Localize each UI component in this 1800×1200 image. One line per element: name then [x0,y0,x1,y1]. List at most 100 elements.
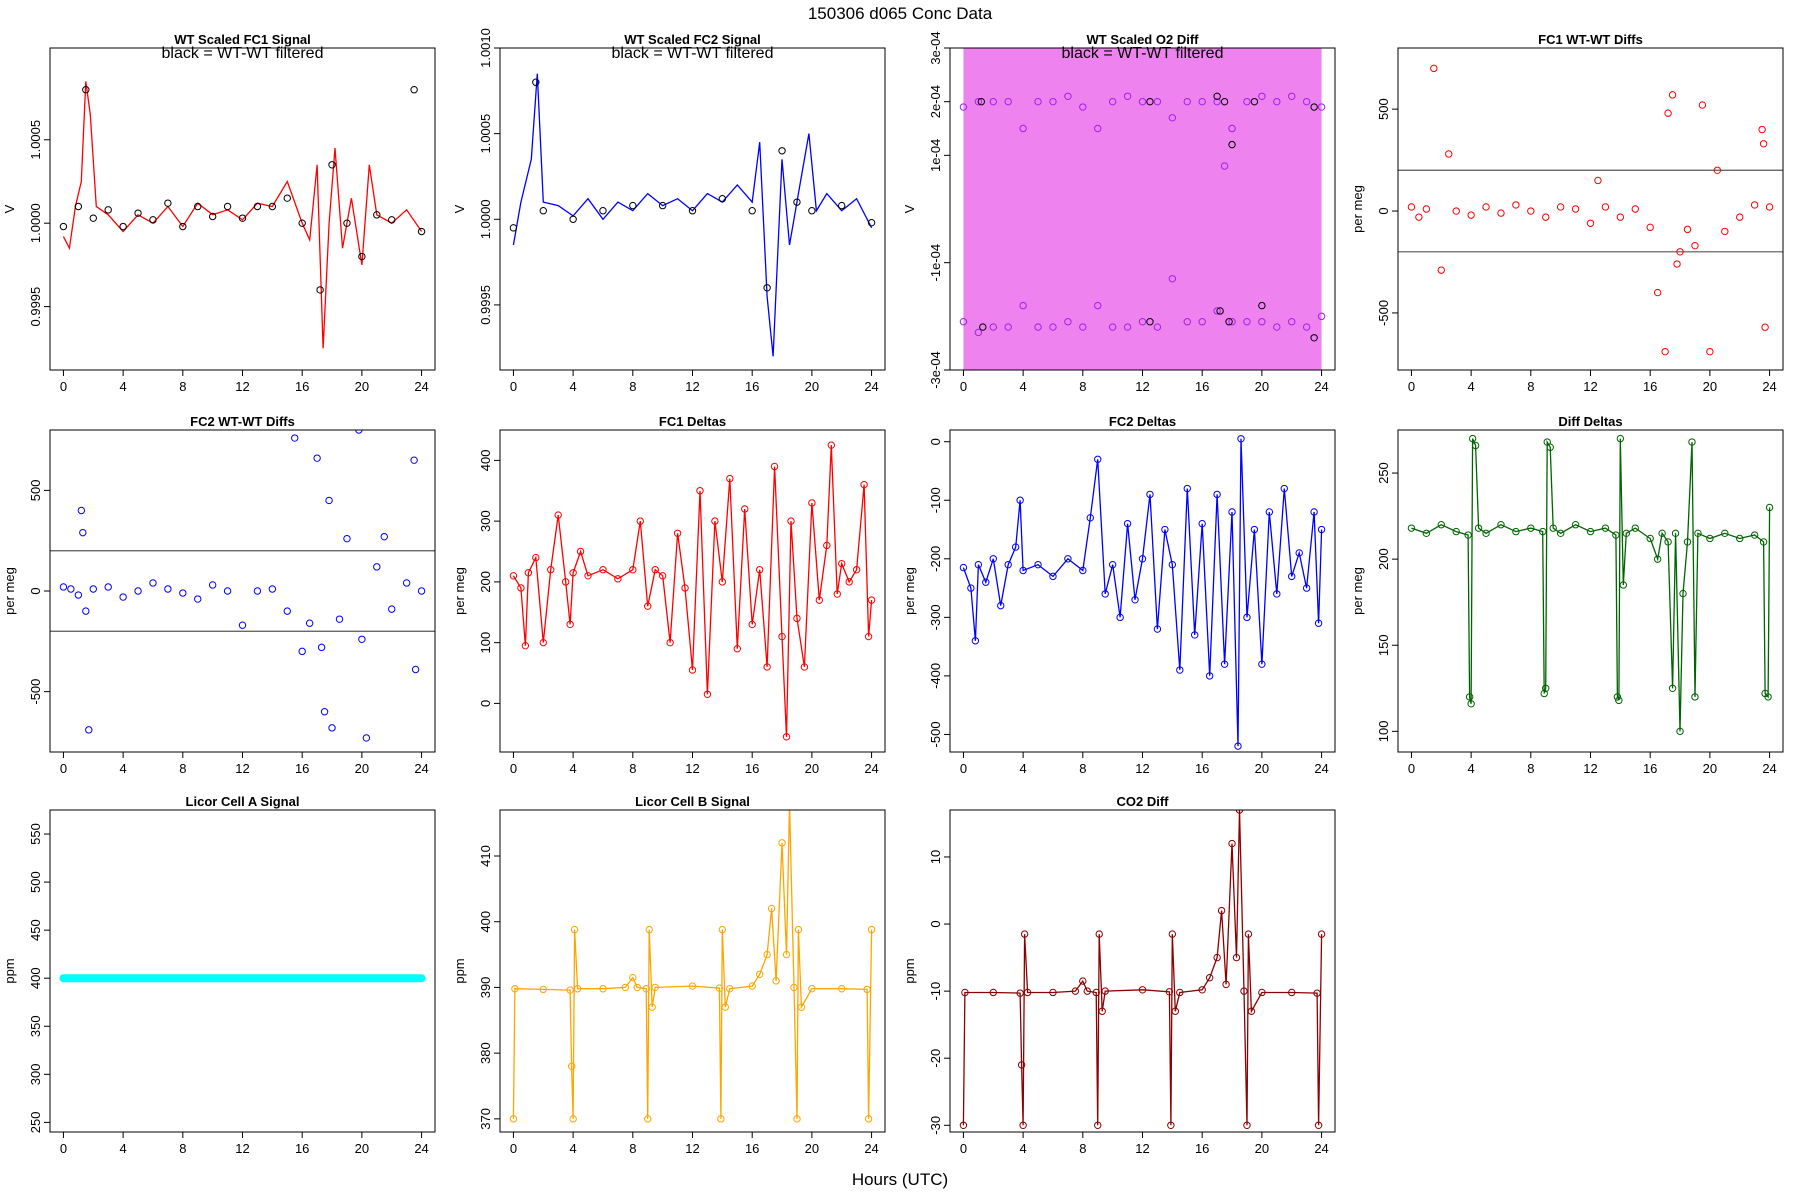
data-point [1138,318,1147,326]
data-point [1676,248,1684,256]
series-line [962,438,1323,747]
data-point [726,474,734,483]
x-tick-label: 4 [120,761,127,776]
panel-p4: 0 4 8 12 16 20 24 -500 0 500 FC1 WT-WT Diffs per me… [1350,32,1784,394]
x-tick-label: 12 [1135,379,1149,394]
x-tick-label: 24 [414,1141,428,1156]
data-point [1108,323,1117,331]
data-point [1273,590,1281,598]
data-point [1556,203,1565,211]
data-point [1016,989,1024,997]
data-point [867,596,876,604]
data-point [1302,323,1311,331]
y-tick-label: 100 [478,632,493,654]
panel-title: FC2 Deltas [1109,414,1176,429]
x-tick-label: 0 [960,761,967,776]
data-point [1313,989,1321,997]
data-point [696,487,704,495]
data-point [1094,455,1102,463]
x-tick-label: 20 [1703,379,1717,394]
data-point [974,97,983,106]
data-point [373,563,381,571]
x-tick-label: 0 [60,761,67,776]
data-point [1512,527,1520,536]
data-point [569,569,577,577]
data-point [373,211,381,219]
data-point [59,583,68,591]
x-tick-label: 8 [1527,761,1534,776]
data-point [863,985,871,994]
data-point [417,227,426,236]
data-point [1750,201,1759,209]
data-point [1220,97,1229,106]
plot-area [1407,434,1774,736]
data-point [576,547,585,556]
data-point [1317,930,1326,938]
panel-p2: 0 4 8 12 16 20 24 0.9995 1.0000 1.0005 1.0010 WT Sc… [452,28,886,394]
data-point [1437,521,1445,529]
x-tick-label: 12 [1583,379,1597,394]
panel-p5: 0 4 8 12 16 20 24 -500 0 500 FC2 WT-WT Diffs per me… [2,414,436,776]
y-tick-label: 400 [28,967,43,989]
data-point [1631,524,1639,532]
data-point [1213,953,1221,962]
data-point [1668,91,1677,99]
data-point [815,596,824,604]
plot-frame [49,47,436,371]
data-point [782,733,791,741]
data-point [1310,334,1318,342]
data-point [179,222,187,231]
data-point [642,985,650,993]
data-point [1613,693,1622,701]
x-tick-label: 12 [685,379,699,394]
data-point [1049,572,1057,581]
data-point [1019,1121,1027,1129]
data-point [343,219,351,227]
data-point [1244,930,1253,938]
y-axis-label: per meg [902,567,917,615]
data-point [1664,109,1672,117]
data-point [1706,347,1714,356]
data-point [633,983,641,992]
data-point [325,496,333,505]
data-point [1213,97,1221,106]
data-point [134,209,142,217]
data-point [1198,986,1206,994]
data-point [767,904,776,913]
data-point [1288,318,1296,326]
data-point [1168,560,1177,569]
data-point [1079,323,1087,331]
data-point [1615,696,1623,705]
data-point [1004,323,1012,331]
data-point [711,517,719,525]
data-point [521,641,530,650]
data-point [1146,490,1154,499]
y-tick-label: 10 [928,850,943,864]
data-point [959,563,968,572]
data-point [1764,693,1772,701]
data-point [688,207,697,215]
data-point [1222,980,1230,989]
y-tick-label: 550 [28,823,43,845]
y-tick-label: -30 [928,1116,943,1135]
data-point [1153,97,1162,106]
data-point [82,86,90,94]
series-line [512,73,873,357]
x-tick-label: 16 [295,1141,309,1156]
data-point [989,988,997,997]
y-tick-label: 3e-04 [928,31,943,64]
data-point [864,632,873,641]
data-point [658,201,667,210]
data-point [1049,323,1057,331]
x-tick-label: 16 [745,379,759,394]
data-point [74,591,83,599]
plot-frame [1397,47,1784,371]
y-tick-label: 1.0000 [478,199,493,239]
data-point [1736,213,1744,221]
data-point [1601,524,1610,532]
y-tick-label: 300 [478,510,493,532]
data-point [1721,529,1729,538]
data-point [770,462,779,471]
plot-area [959,48,1326,370]
data-point [1064,318,1072,326]
